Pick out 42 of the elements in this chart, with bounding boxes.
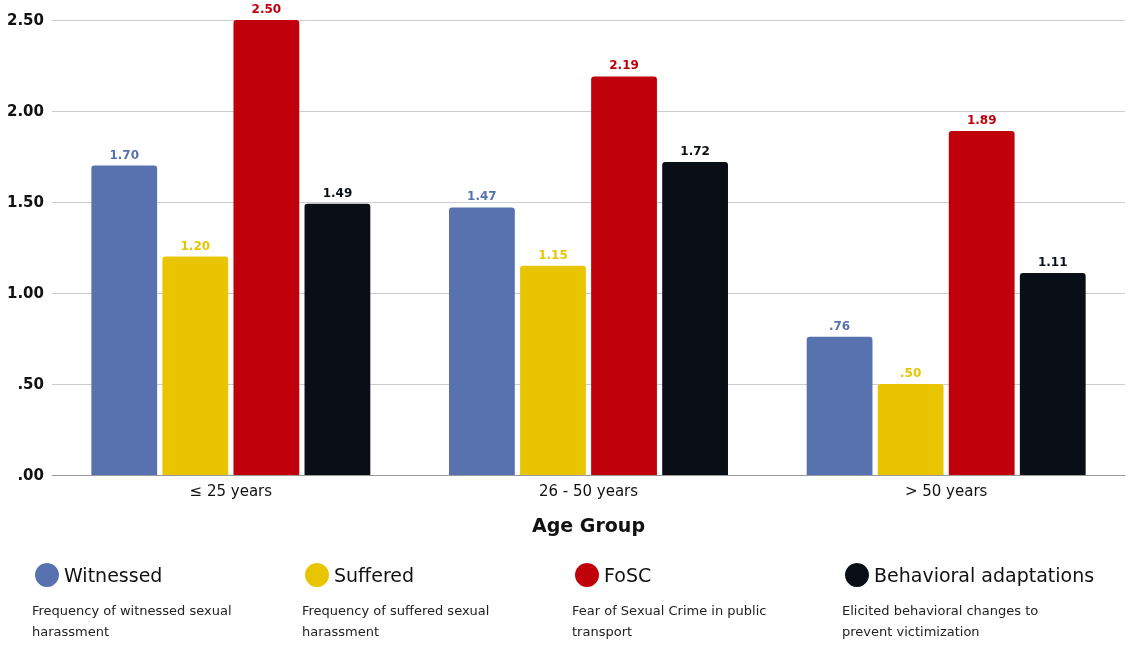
data-label: 1.89: [966, 113, 997, 128]
bar: [449, 207, 515, 475]
bar: [162, 256, 229, 475]
x-tick-label: > 50 years: [904, 481, 988, 500]
data-label: .76: [828, 318, 851, 333]
legend-label: Behavioral adaptations: [874, 564, 1095, 586]
data-label: 1.20: [180, 238, 211, 253]
x-axis-title: Age Group: [532, 513, 645, 536]
bar: [806, 336, 873, 475]
y-tick-label: 2.50: [6, 11, 44, 29]
bar: [877, 384, 944, 475]
y-tick-label: .00: [17, 466, 44, 484]
x-tick-label: ≤ 25 years: [189, 481, 273, 500]
bar: [233, 20, 300, 475]
y-tick-label: 2.00: [6, 102, 44, 120]
bar: [91, 165, 158, 475]
bar: [520, 265, 586, 475]
legend-label: Witnessed: [64, 564, 163, 586]
y-tick-label: 1.00: [6, 284, 44, 302]
bar: [948, 131, 1015, 475]
data-label: 1.11: [1037, 254, 1068, 269]
data-label: 2.50: [251, 2, 282, 16]
bar: [1019, 272, 1086, 475]
legend-label: Suffered: [334, 564, 415, 586]
data-label: 1.72: [680, 143, 710, 158]
data-label: 1.15: [538, 247, 568, 262]
text: Fear of Sexual Crime in public transport: [572, 603, 771, 639]
data-label: 1.49: [322, 185, 353, 200]
legend-label: FoSC: [604, 564, 652, 586]
x-tick-label: 26 - 50 years: [538, 481, 639, 500]
data-label: 1.70: [109, 147, 140, 162]
y-tick-label: .50: [17, 375, 44, 393]
bar: [591, 76, 657, 475]
text: Frequency of suffered sexual harassment: [302, 603, 494, 639]
text: Frequency of witnessed sexual harassment: [32, 603, 236, 639]
data-label: .50: [900, 366, 922, 380]
text: Elicited behavioral changes to prevent victimization: [842, 603, 1043, 639]
bar: [662, 161, 728, 475]
y-tick-label: 1.50: [6, 193, 44, 211]
bar: [304, 203, 371, 475]
data-label: 2.19: [609, 58, 639, 73]
data-label: 1.47: [467, 189, 497, 204]
